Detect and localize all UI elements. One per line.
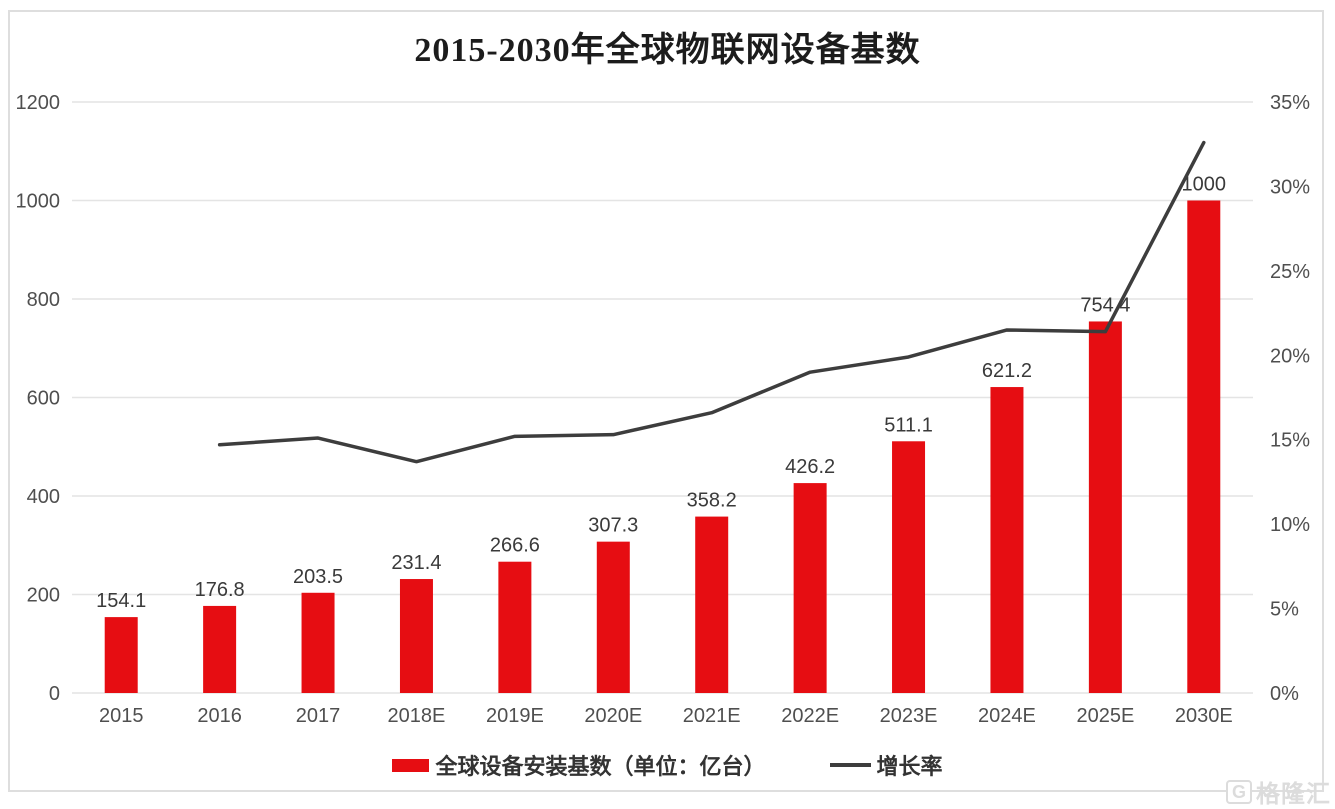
y-axis-right-tick: 10% xyxy=(1270,514,1310,536)
bar xyxy=(498,561,532,693)
chart-title: 2015-2030年全球物联网设备基数 xyxy=(414,32,921,69)
y-axis-right-tick: 30% xyxy=(1270,176,1310,198)
y-axis-left-tick: 1000 xyxy=(16,191,61,213)
legend-label-installed-base: 全球设备安装基数（单位：亿台） xyxy=(435,754,766,779)
bar-value-label: 154.1 xyxy=(96,590,146,612)
bar-value-label: 266.6 xyxy=(490,535,540,557)
gelonghui-logo-icon: G xyxy=(1225,779,1252,804)
bar-value-label: 621.2 xyxy=(982,360,1032,382)
chart-legend: 全球设备安装基数（单位：亿台） 增长率 xyxy=(0,749,1335,781)
y-axis-right-tick: 25% xyxy=(1270,261,1310,283)
x-axis-tick: 2020E xyxy=(584,705,642,727)
y-axis-left-tick: 0 xyxy=(49,683,60,705)
bar-value-label: 307.3 xyxy=(588,515,638,537)
legend-label-growth-rate: 增长率 xyxy=(876,754,943,779)
x-axis-tick: 2025E xyxy=(1076,705,1134,727)
x-axis-tick: 2021E xyxy=(683,705,741,727)
x-axis-tick: 2023E xyxy=(880,705,938,727)
bar xyxy=(892,441,926,693)
y-axis-right-tick: 15% xyxy=(1270,430,1310,452)
bar xyxy=(596,541,630,693)
bar-value-label: 203.5 xyxy=(293,566,343,588)
y-axis-left-tick: 800 xyxy=(27,289,60,311)
legend-item-installed-base: 全球设备安装基数（单位：亿台） xyxy=(392,749,766,781)
y-axis-left-tick: 200 xyxy=(27,585,60,607)
bar xyxy=(695,516,729,693)
x-axis-tick: 2024E xyxy=(978,705,1036,727)
bar-value-label: 231.4 xyxy=(391,552,441,574)
x-axis-tick: 2015 xyxy=(99,705,144,727)
watermark-text: 格隆汇 xyxy=(1256,781,1331,808)
line-series-swatch xyxy=(829,763,871,767)
bar xyxy=(1187,200,1221,693)
bar-value-label: 358.2 xyxy=(687,490,737,512)
growth-rate-line xyxy=(217,140,1206,464)
x-axis-tick: 2019E xyxy=(486,705,544,727)
bar xyxy=(793,483,827,693)
legend-item-growth-rate: 增长率 xyxy=(829,749,943,781)
bar-value-label: 1000 xyxy=(1182,174,1227,196)
watermark: G 格隆汇 xyxy=(1225,774,1331,809)
bar xyxy=(1088,321,1122,693)
y-axis-left-tick: 400 xyxy=(27,486,60,508)
bar xyxy=(203,605,237,693)
bar-value-label: 511.1 xyxy=(884,414,933,436)
y-axis-right-tick: 20% xyxy=(1270,345,1310,367)
x-axis-tick: 2018E xyxy=(388,705,446,727)
y-axis-right-tick: 35% xyxy=(1270,92,1310,114)
y-axis-right-tick: 5% xyxy=(1270,599,1299,621)
bar-series-swatch xyxy=(392,758,430,772)
bar xyxy=(301,592,335,693)
bar xyxy=(104,617,138,693)
bar-value-label: 426.2 xyxy=(785,456,835,478)
y-axis-left-tick: 1200 xyxy=(16,92,61,114)
y-axis-left-tick: 600 xyxy=(27,388,60,410)
bar xyxy=(990,387,1024,693)
x-axis-tick: 2030E xyxy=(1175,705,1233,727)
bar xyxy=(399,579,433,693)
x-axis-tick: 2016 xyxy=(197,705,242,727)
bar-value-label: 176.8 xyxy=(195,579,245,601)
x-axis-tick: 2017 xyxy=(296,705,341,727)
x-axis-tick: 2022E xyxy=(781,705,839,727)
y-axis-right-tick: 0% xyxy=(1270,683,1299,705)
